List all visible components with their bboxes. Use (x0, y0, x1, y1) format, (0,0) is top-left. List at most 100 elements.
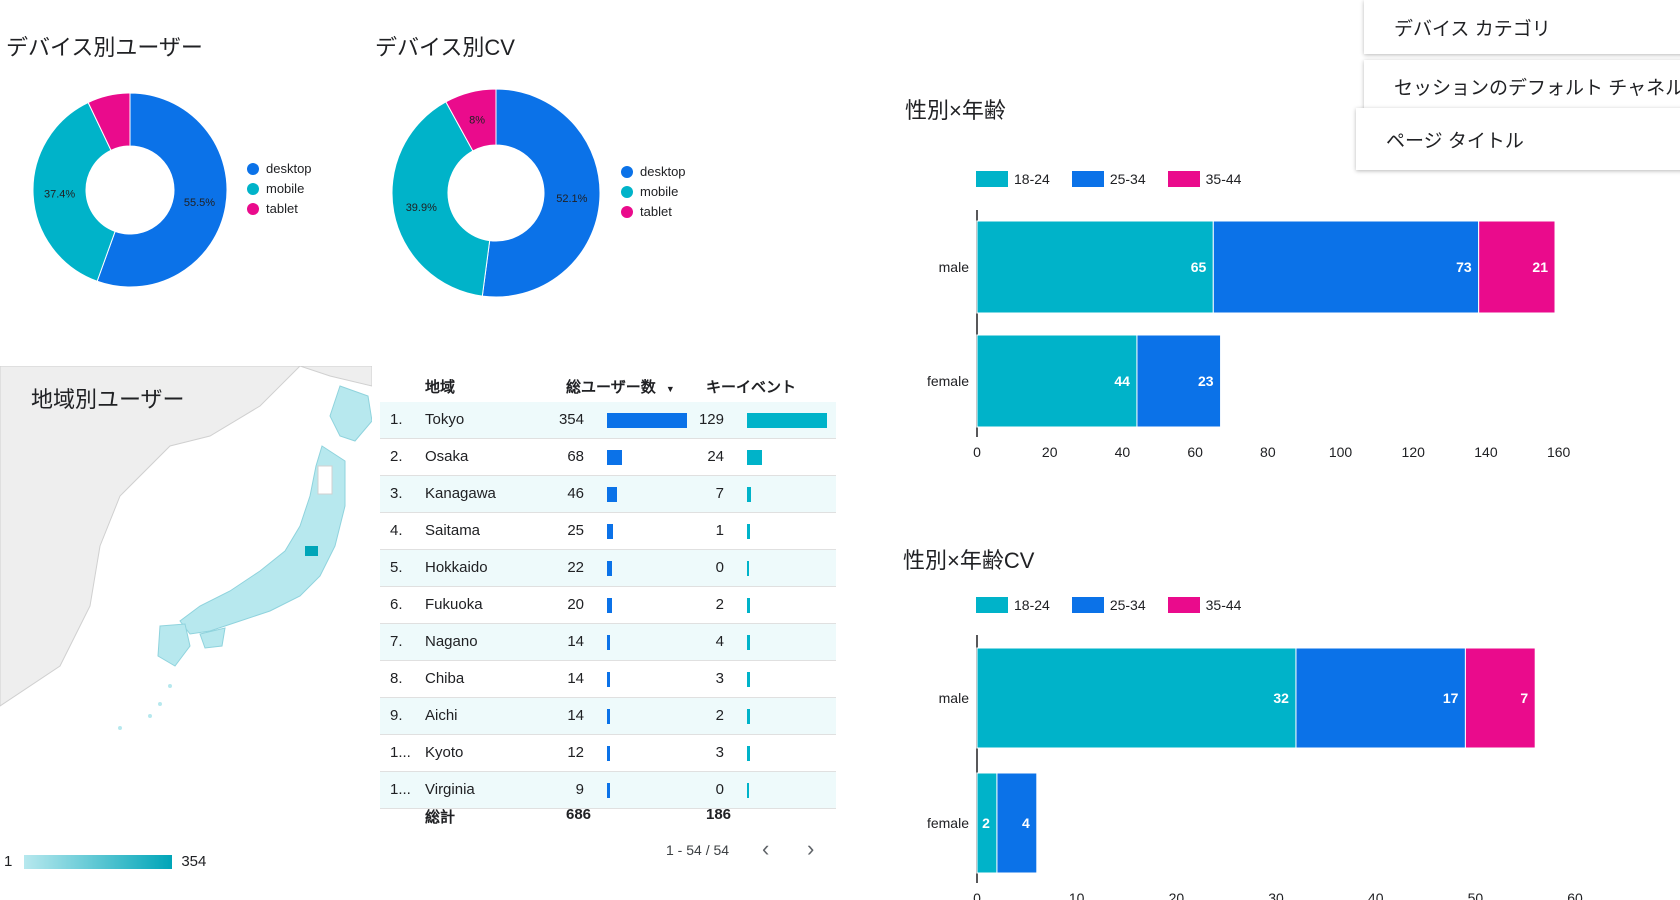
slice-mobile[interactable] (32, 101, 116, 282)
x-tick-label: 40 (1368, 890, 1384, 900)
row-region: Nagano (425, 633, 478, 650)
bar-female-25-34[interactable] (996, 772, 1038, 874)
map-scale-gradient (24, 854, 173, 869)
users-bar (607, 672, 611, 687)
table-row[interactable]: 8. Chiba 14 3 (380, 661, 836, 698)
table-row[interactable]: 6. Fukuoka 20 2 (380, 587, 836, 624)
slice-desktop[interactable] (481, 88, 601, 298)
users-bar (607, 746, 610, 761)
legend-item-desktop[interactable]: desktop (621, 164, 686, 179)
legend-dot-icon (247, 162, 259, 175)
table-row[interactable]: 1... Virginia 9 0 (380, 772, 836, 809)
table-row[interactable]: 3. Kanagawa 46 7 (380, 476, 836, 513)
row-region: Osaka (425, 448, 469, 465)
x-tick-label: 20 (1169, 890, 1185, 900)
row-users: 25 (567, 522, 584, 539)
table-row[interactable]: 5. Hokkaido 22 0 (380, 550, 836, 587)
table-row[interactable]: 1... Kyoto 12 3 (380, 735, 836, 772)
bar-male-35-44[interactable] (1478, 220, 1556, 314)
category-label-male: male (939, 259, 970, 275)
session-channel-control[interactable]: セッションのデフォルト チャネル ... (1364, 60, 1680, 112)
col-users-header[interactable]: 総ユーザー数 ▼ (566, 376, 675, 397)
legend-dot-icon (621, 185, 633, 198)
row-region: Saitama (425, 522, 481, 539)
x-tick-label: 140 (1474, 444, 1498, 460)
next-page-button[interactable]: › (807, 836, 815, 861)
bar-value-label: 73 (1456, 259, 1472, 275)
table-row[interactable]: 9. Aichi 14 2 (380, 698, 836, 735)
legend-item-35-44[interactable]: 35-44 (1167, 597, 1241, 613)
col-region-header[interactable]: 地域 (425, 379, 456, 396)
prev-page-button[interactable]: ‹ (762, 836, 770, 861)
slice-tablet[interactable] (87, 92, 131, 151)
slice-label-mobile: 39.9% (406, 202, 437, 214)
legend-item-18-24[interactable]: 18-24 (976, 171, 1050, 187)
table-row[interactable]: 4. Saitama 25 1 (380, 513, 836, 550)
bar-male-25-34[interactable] (1212, 220, 1480, 314)
x-tick-label: 160 (1547, 444, 1571, 460)
row-events: 1 (715, 522, 724, 539)
legend-item-18-24[interactable]: 18-24 (976, 597, 1050, 613)
bar-female-25-34[interactable] (1136, 334, 1222, 428)
legend-item-25-34[interactable]: 25-34 (1071, 171, 1146, 187)
slice-tablet[interactable] (445, 88, 497, 152)
total-users: 686 (566, 806, 592, 823)
legend-item-25-34[interactable]: 25-34 (1071, 597, 1146, 613)
table-row[interactable]: 1. Tokyo 354 129 (380, 402, 836, 439)
legend-item-mobile[interactable]: mobile (247, 181, 304, 196)
session-channel-label: セッションのデフォルト チャネル ... (1394, 77, 1680, 99)
row-users: 14 (567, 633, 584, 650)
legend-dot-icon (247, 182, 259, 195)
bar-value-label: 2 (982, 815, 990, 831)
row-region: Hokkaido (425, 559, 488, 576)
x-tick-label: 10 (1069, 890, 1085, 900)
bar-female-18-24[interactable] (976, 334, 1138, 428)
legend-item-tablet[interactable]: tablet (621, 204, 672, 219)
row-rank: 4. (390, 522, 403, 539)
row-events: 129 (698, 411, 724, 428)
slice-mobile[interactable] (391, 101, 491, 297)
device-category-control[interactable]: デバイス カテゴリ (1364, 0, 1680, 54)
row-rank: 2. (390, 448, 403, 465)
row-region: Aichi (425, 707, 458, 724)
region-map[interactable]: 地域別ユーザー (0, 366, 372, 741)
row-users: 46 (567, 485, 584, 502)
legend-item-35-44[interactable]: 35-44 (1167, 171, 1241, 187)
device-category-label: デバイス カテゴリ (1394, 18, 1551, 40)
legend-item-tablet[interactable]: tablet (247, 201, 298, 216)
slice-desktop[interactable] (96, 92, 228, 288)
total-events: 186 (706, 806, 732, 823)
legend-item-mobile[interactable]: mobile (621, 184, 678, 199)
category-label-female: female (927, 815, 969, 831)
legend-label: 25-34 (1109, 597, 1146, 613)
bar-male-35-44[interactable] (1464, 647, 1536, 749)
users-bar (607, 524, 613, 539)
row-users: 9 (575, 781, 584, 798)
legend-item-desktop[interactable]: desktop (247, 161, 312, 176)
events-bar (747, 709, 750, 724)
users-bar (607, 450, 623, 465)
table-row[interactable]: 7. Nagano 14 4 (380, 624, 836, 661)
page-title-control[interactable]: ページ タイトル (1356, 108, 1680, 170)
x-tick-label: 60 (1187, 444, 1203, 460)
legend-swatch (1071, 171, 1104, 187)
events-bar (747, 672, 750, 687)
bar-male-18-24[interactable] (976, 647, 1297, 749)
users-bar (607, 598, 612, 613)
table-header: 地域 総ユーザー数 ▼ キーイベント (380, 366, 836, 402)
legend-label: 18-24 (1014, 597, 1050, 613)
bar-male-18-24[interactable] (976, 220, 1214, 314)
legend-label: 18-24 (1014, 171, 1050, 187)
row-region: Kyoto (425, 744, 464, 761)
legend-label: desktop (266, 161, 312, 176)
legend-swatch (1167, 597, 1200, 613)
row-rank: 1... (390, 744, 411, 761)
map-scale-min: 1 (4, 853, 13, 870)
table-row[interactable]: 2. Osaka 68 24 (380, 439, 836, 476)
category-label-female: female (927, 373, 969, 389)
events-bar (747, 561, 749, 576)
col-events-header[interactable]: キーイベント (706, 379, 797, 396)
bar-male-25-34[interactable] (1295, 647, 1466, 749)
bar-value-label: 4 (1022, 815, 1030, 831)
